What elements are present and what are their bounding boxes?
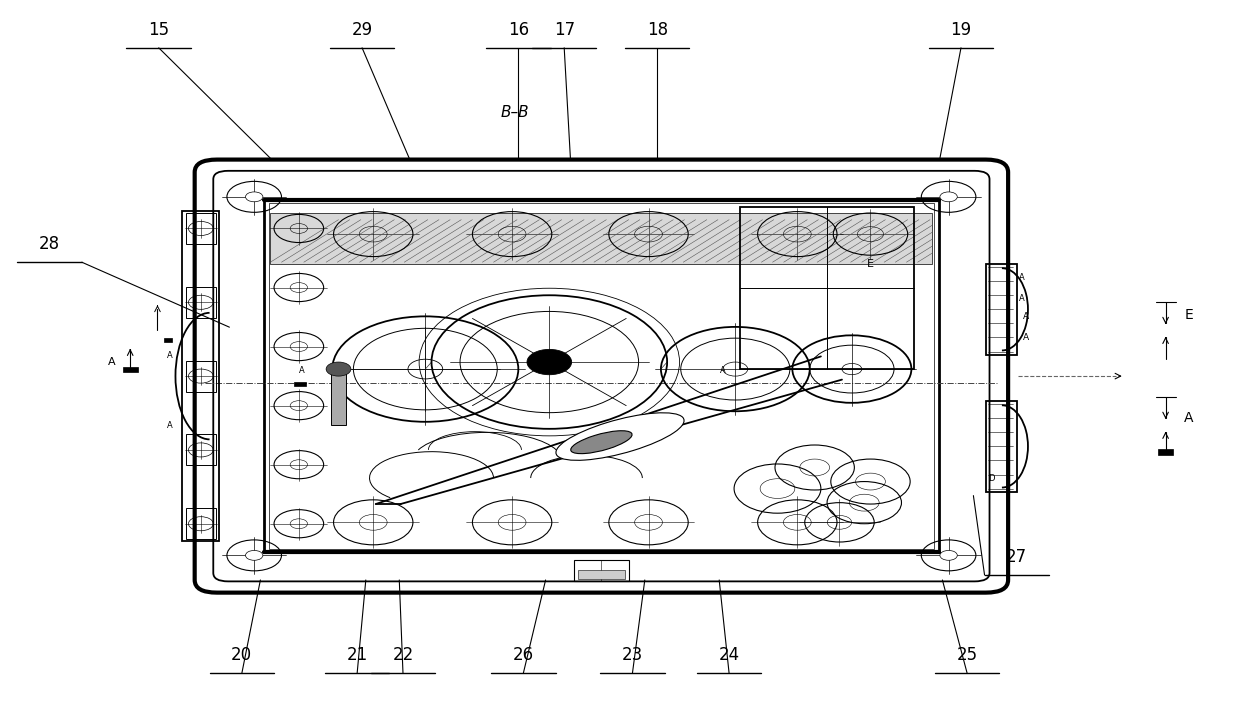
Bar [331, 369, 346, 425]
Bar [164, 338, 172, 342]
Bar [269, 203, 934, 549]
Text: A: A [1019, 273, 1025, 282]
Ellipse shape [556, 413, 684, 460]
Bar [123, 367, 138, 372]
Text: A: A [108, 357, 115, 367]
Text: A: A [166, 351, 172, 359]
Bar [986, 401, 1017, 492]
Text: E: E [1184, 308, 1193, 322]
Bar [578, 570, 625, 579]
Text: 18: 18 [646, 20, 668, 39]
Text: 21: 21 [346, 646, 368, 664]
Circle shape [940, 550, 957, 560]
Text: 16: 16 [507, 20, 529, 39]
Bar [186, 213, 216, 244]
Text: A: A [166, 421, 172, 430]
Text: E: E [867, 259, 874, 269]
Bar [1158, 449, 1173, 455]
Text: 25: 25 [956, 646, 978, 664]
Text: 29: 29 [351, 20, 373, 39]
Ellipse shape [570, 431, 632, 453]
Text: 22: 22 [392, 646, 414, 664]
Text: 23: 23 [621, 646, 644, 664]
Text: 28: 28 [38, 235, 61, 253]
Text: A: A [720, 366, 725, 375]
Bar [574, 560, 629, 581]
Circle shape [246, 192, 263, 202]
Text: 20: 20 [231, 646, 253, 664]
Text: 24: 24 [718, 646, 740, 664]
Text: A: A [299, 366, 304, 375]
FancyBboxPatch shape [195, 160, 1008, 593]
Text: 17: 17 [553, 20, 575, 39]
Text: 27: 27 [1006, 548, 1028, 566]
Bar [264, 200, 939, 552]
Bar [186, 508, 216, 539]
Text: A: A [544, 366, 551, 375]
FancyBboxPatch shape [213, 171, 990, 581]
Bar [740, 207, 914, 369]
Circle shape [940, 192, 957, 202]
Bar [270, 213, 932, 264]
Bar [182, 211, 219, 541]
Text: A: A [1184, 411, 1194, 425]
Text: 26: 26 [512, 646, 534, 664]
Bar [294, 382, 306, 386]
Text: 15: 15 [148, 20, 170, 39]
Text: D: D [988, 474, 994, 482]
Bar [186, 361, 216, 392]
Circle shape [527, 349, 572, 375]
Bar [986, 264, 1017, 355]
Text: B–B: B–B [500, 105, 529, 120]
Text: 19: 19 [950, 20, 972, 39]
Text: A: A [1019, 295, 1025, 303]
Text: A: A [1023, 333, 1029, 342]
Circle shape [246, 550, 263, 560]
Bar [186, 287, 216, 318]
Text: A: A [1023, 312, 1029, 321]
Circle shape [326, 362, 351, 376]
Bar [186, 434, 216, 465]
